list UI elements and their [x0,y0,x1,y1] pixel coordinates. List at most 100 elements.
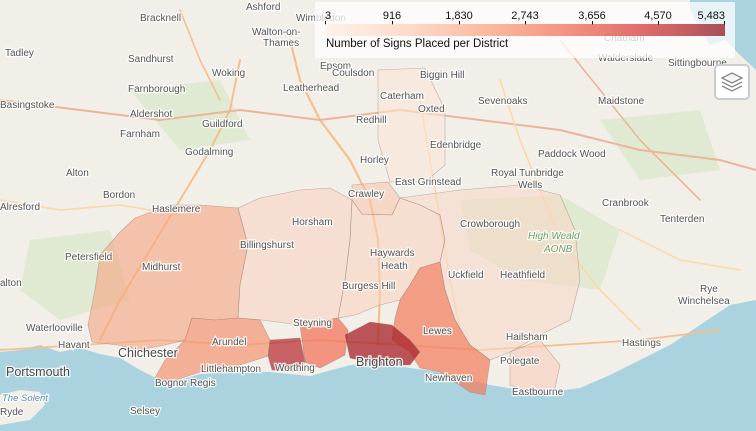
harbour [40,352,120,375]
district-horsham [237,187,353,326]
place-label: Tenterden [660,214,704,225]
place-label: Rye [700,284,718,295]
place-label: Newhaven [425,373,472,384]
legend-title: Number of Signs Placed per District [326,38,509,50]
place-label: Maidstone [598,96,645,107]
place-label: East Grinstead [395,177,461,188]
place-label: Uckfield [448,270,484,281]
place-label: Bracknell [140,13,181,24]
place-label: Leatherhead [283,83,339,94]
place-label: Heathfield [500,270,545,281]
place-label: Edenbridge [430,140,482,151]
district-worthing [267,337,306,373]
place-label: Lewes [423,326,452,337]
isle-of-wight [0,390,45,425]
place-label: Sandhurst [128,54,174,65]
place-label: Hailsham [506,332,548,343]
place-label: Selsey [130,406,160,417]
legend-tick-mark [724,21,725,25]
place-label: Oxted [418,104,445,115]
color-legend: 3 916 1,830 2,743 3,656 4,570 5,483 Numb… [315,2,735,58]
place-labels: Bracknell Ashford Wimbledon Walton-on- T… [0,1,731,420]
place-label: Godalming [185,147,233,158]
place-label: AONB [543,244,573,255]
legend-tick-label: 3,656 [578,10,606,22]
layers-control-button[interactable] [714,64,750,100]
place-label: Sittingbourne [668,58,727,69]
place-label: Petersfield [65,252,112,263]
place-label: Ryde [0,407,24,418]
place-label: Walton-on- [252,27,301,38]
place-label: Alresford [0,202,40,213]
legend-tick-mark [658,21,659,25]
legend-color-bar [325,24,725,36]
place-label: Tadley [5,48,34,59]
legend-tick-mark [592,21,593,25]
place-label: The Solent [2,393,48,404]
place-label: Ashford [246,2,280,13]
legend-tick-label: 916 [382,10,402,22]
place-label: Thames [263,38,299,49]
district-tandridge [377,67,446,183]
place-label: Guildford [202,119,243,130]
place-label: Bordon [103,190,135,201]
place-label: Waterlooville [26,323,83,334]
place-label: alton [0,278,22,289]
place-label: Steyning [293,318,332,329]
legend-tick-mark [325,21,326,25]
place-label: Heath [381,261,408,272]
place-label: Brighton [356,355,403,369]
place-label: Crowborough [460,219,520,230]
place-label: Aldershot [130,109,172,120]
legend-tick-label: 2,743 [511,10,539,22]
district-eastbourne [509,339,561,393]
place-label: Bognor Regis [155,378,216,389]
place-label: Polegate [500,356,540,367]
legend-tick-label: 5,483 [697,10,725,22]
place-label: Paddock Wood [538,149,606,160]
district-wealden [399,184,581,361]
place-label: Wells [518,180,542,191]
place-label: Horley [360,155,389,166]
place-label: Sevenoaks [478,96,527,107]
layers-icon [720,72,744,92]
place-label: Epsom [320,61,351,72]
sea [0,300,756,431]
place-label: Eastbourne [512,387,564,398]
place-label: Crawley [348,189,384,200]
place-label: Burgess Hill [342,281,395,292]
place-label: Hastings [622,338,661,349]
place-label: Coulsdon [332,68,374,79]
place-label: Midhurst [142,262,181,273]
legend-tick-label: 1,830 [445,10,473,22]
place-label: Redhill [356,115,387,126]
place-label: Biggin Hill [420,70,464,81]
place-label: Portsmouth [6,365,70,379]
place-label: Havant [58,340,90,351]
place-label: Caterham [380,91,424,102]
legend-tick-mark [525,21,526,25]
place-label: Cranbrook [602,198,650,209]
place-label: Worthing [275,363,315,374]
place-label: Arundel [212,337,246,348]
district-lewes [391,261,491,396]
place-label: Farnham [120,129,160,140]
place-label: Woking [212,68,245,79]
place-label: High Weald [528,231,580,242]
legend-tick-mark [459,21,460,25]
place-label: Horsham [292,217,333,228]
place-label: Winchelsea [678,296,730,307]
district-brighton-hove [344,321,421,366]
place-label: Farnborough [128,84,185,95]
place-label: Royal Tunbridge [491,168,564,179]
place-label: Billingshurst [240,240,294,251]
place-label: Chichester [118,346,178,360]
place-label: Alton [66,168,89,179]
place-label: Haslemere [152,204,201,215]
place-label: Haywards [370,248,414,259]
legend-tick-label: 4,570 [644,10,672,22]
place-label: Littlehampton [201,364,261,375]
legend-tick-mark [392,21,393,25]
place-label: Basingstoke [0,100,55,111]
